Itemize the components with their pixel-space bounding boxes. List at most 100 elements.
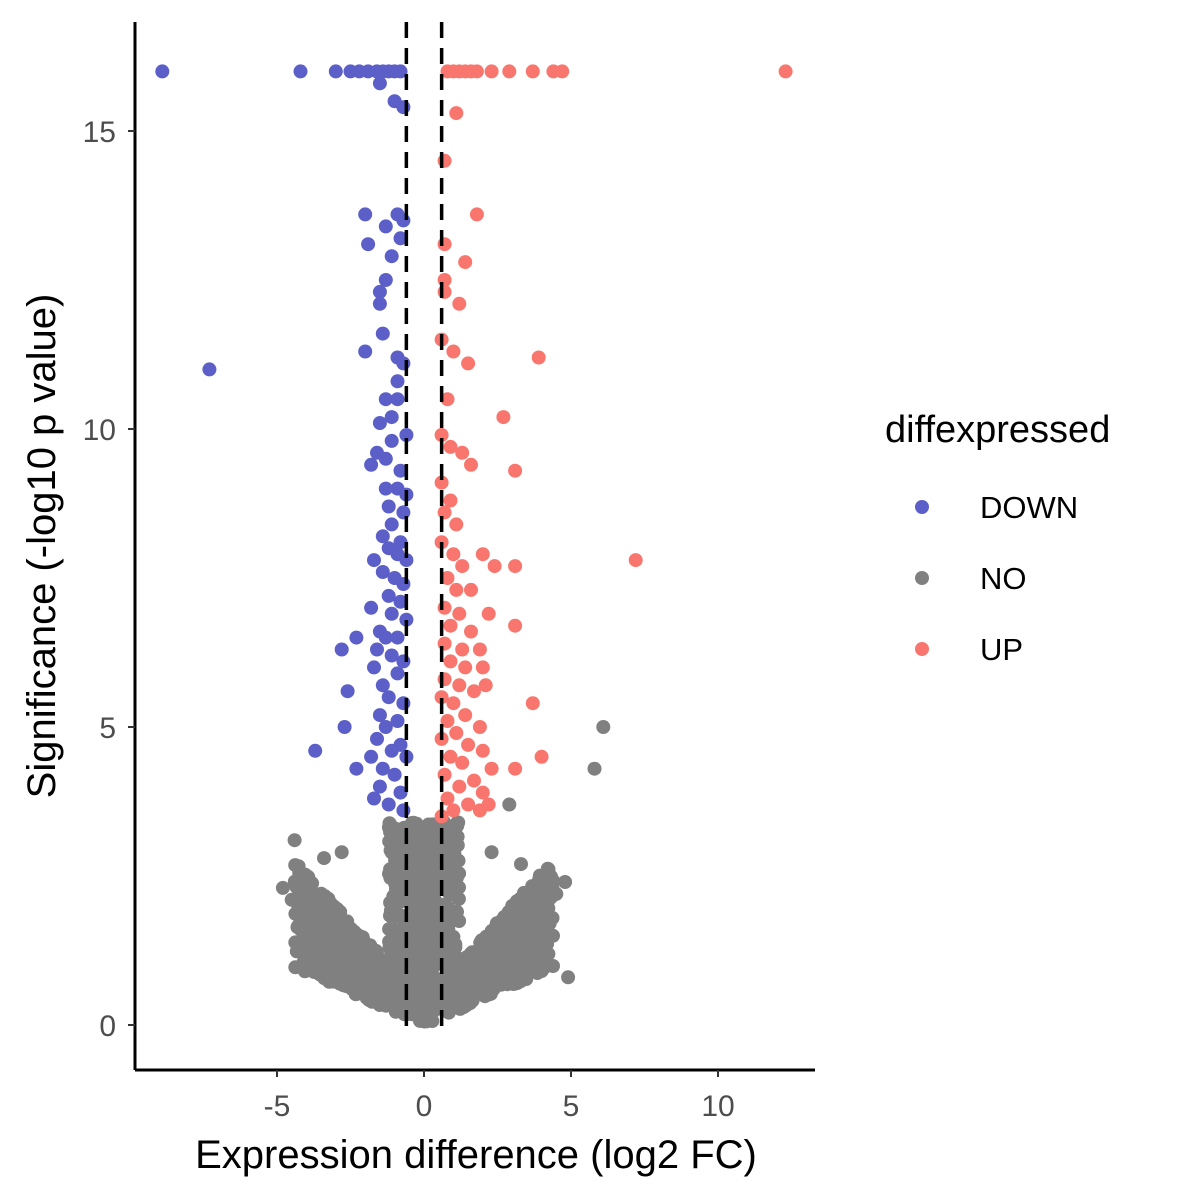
point-down — [390, 630, 405, 645]
point-down — [155, 64, 170, 79]
point-no — [321, 932, 336, 947]
point-down — [370, 642, 384, 657]
point-down — [384, 606, 399, 621]
point-down — [378, 219, 393, 234]
x-axis-ticks: -5 0 5 10 — [264, 1070, 735, 1123]
point-no — [391, 965, 406, 980]
point-no — [459, 950, 474, 965]
point-down — [396, 803, 411, 818]
point-no — [284, 892, 299, 907]
point-down — [375, 761, 390, 776]
point-down — [334, 642, 349, 657]
point-up — [437, 153, 452, 168]
point-up — [628, 553, 643, 568]
point-down — [396, 505, 411, 520]
point-up — [449, 582, 464, 597]
point-down — [378, 392, 393, 407]
point-down — [390, 392, 405, 407]
point-no — [425, 1014, 440, 1029]
point-up — [496, 410, 511, 425]
point-up — [434, 475, 449, 490]
point-up — [502, 64, 517, 79]
point-down — [202, 362, 217, 377]
legend-key-no — [915, 571, 929, 585]
point-up — [508, 761, 523, 776]
legend-key-up — [915, 642, 929, 656]
point-no — [427, 844, 442, 859]
threshold-lines — [404, 22, 444, 1030]
point-no — [561, 970, 576, 985]
point-no — [457, 973, 472, 988]
point-no — [424, 873, 439, 887]
point-up — [452, 296, 467, 311]
point-no — [522, 950, 537, 965]
point-up — [461, 737, 476, 752]
point-down — [396, 654, 411, 669]
point-up — [464, 457, 478, 472]
point-no — [291, 918, 306, 933]
point-up — [440, 392, 455, 407]
point-up — [464, 624, 478, 639]
legend-key-down — [915, 500, 929, 514]
point-no — [423, 820, 438, 835]
point-up — [443, 493, 458, 508]
point-no — [327, 901, 342, 916]
point-no — [288, 960, 303, 975]
point-down — [293, 64, 308, 79]
point-up — [484, 64, 499, 79]
point-up — [508, 559, 523, 574]
point-down — [396, 696, 411, 711]
point-up — [475, 660, 490, 675]
point-no — [405, 880, 420, 895]
point-no — [540, 936, 555, 951]
point-no — [406, 906, 420, 921]
point-down — [387, 767, 402, 782]
point-up — [487, 559, 502, 574]
point-down — [337, 720, 352, 734]
point-up — [449, 106, 464, 121]
point-down — [384, 410, 399, 425]
point-down — [378, 451, 393, 466]
point-no — [295, 877, 310, 892]
point-no — [336, 948, 351, 963]
point-down — [393, 463, 408, 478]
legend-label-no: NO — [980, 561, 1027, 596]
point-no — [296, 908, 311, 923]
point-no — [546, 873, 561, 888]
point-up — [472, 720, 487, 734]
point-down — [308, 743, 323, 758]
point-down — [393, 594, 408, 609]
x-axis-title: Expression difference (log2 FC) — [195, 1133, 757, 1177]
point-no — [354, 967, 369, 982]
point-up — [455, 642, 470, 657]
point-no — [505, 898, 520, 913]
point-up — [508, 618, 523, 633]
point-no — [406, 815, 421, 830]
point-no — [483, 928, 498, 943]
point-down — [378, 481, 393, 496]
point-no — [416, 834, 431, 848]
point-down — [384, 648, 399, 663]
point-no — [519, 961, 534, 976]
y-tick-label: 10 — [83, 414, 116, 447]
point-no — [378, 955, 393, 970]
point-up — [475, 547, 490, 562]
point-no — [275, 880, 290, 895]
point-no — [414, 844, 429, 859]
point-down — [390, 714, 405, 728]
point-no — [413, 1005, 428, 1020]
point-down — [358, 207, 373, 222]
y-tick-label: 15 — [83, 116, 116, 149]
point-no — [496, 961, 511, 975]
point-up — [437, 505, 452, 520]
point-up — [437, 636, 452, 651]
point-down — [393, 785, 408, 800]
point-no — [450, 815, 465, 830]
point-no — [513, 933, 528, 948]
point-down — [372, 284, 387, 299]
point-no — [334, 845, 349, 860]
point-down — [384, 517, 399, 532]
point-up — [469, 207, 484, 222]
point-up — [443, 749, 458, 764]
point-no — [441, 966, 456, 981]
